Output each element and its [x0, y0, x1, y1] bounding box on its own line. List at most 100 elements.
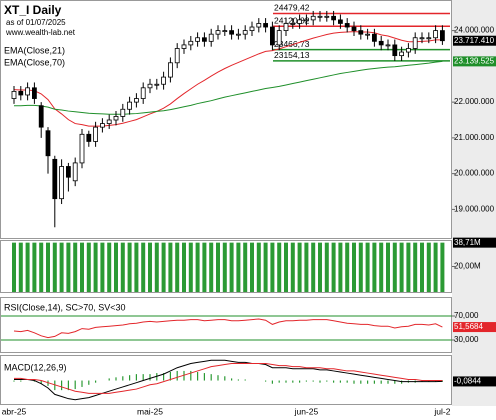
- macd-histogram-bar: [142, 374, 144, 381]
- volume-bar: [52, 242, 57, 292]
- candle-body: [242, 30, 248, 35]
- volume-bar: [100, 242, 105, 292]
- candle-body: [86, 133, 92, 142]
- macd-histogram-bar: [237, 379, 239, 381]
- candle-body: [331, 15, 337, 21]
- macd-histogram-bar: [203, 373, 205, 381]
- volume-bar: [39, 242, 44, 292]
- macd-histogram-bar: [95, 380, 97, 383]
- candle-body: [59, 166, 64, 200]
- macd-histogram-bar: [54, 380, 56, 391]
- candle-body: [38, 105, 44, 128]
- volume-bar: [426, 242, 431, 292]
- value-badge: [453, 237, 496, 248]
- macd-histogram-bar: [271, 380, 273, 384]
- y-tick-label: 20,00M: [454, 262, 481, 271]
- candle-body: [433, 30, 439, 39]
- x-tick-label: abr-25: [2, 406, 27, 416]
- macd-histogram-bar: [190, 370, 192, 381]
- candle-body: [113, 116, 119, 121]
- candle-body: [263, 23, 269, 28]
- macd-histogram-bar: [169, 372, 171, 381]
- value-badge-label: -0,0844: [454, 377, 482, 386]
- macd-histogram-bar: [74, 380, 76, 390]
- candle-body: [154, 83, 160, 86]
- macd-histogram-bar: [47, 380, 49, 386]
- level-label: 24479,42: [274, 3, 310, 13]
- y-tick-label: 20.000.000: [454, 169, 495, 178]
- source: www.wealth-lab.net: [5, 28, 76, 37]
- candle-body: [276, 30, 282, 46]
- candle-body: [45, 130, 51, 157]
- macd-histogram-bar: [156, 373, 158, 381]
- candle-body: [18, 90, 24, 96]
- candle-body: [133, 98, 139, 103]
- volume-bar: [420, 242, 424, 292]
- volume-bar: [386, 242, 390, 292]
- candle-body: [371, 33, 377, 42]
- volume-bar: [18, 242, 23, 292]
- candle-body: [426, 37, 432, 40]
- volume-bar: [365, 242, 370, 292]
- volume-bar: [318, 242, 322, 292]
- macd-histogram-bar: [428, 380, 430, 382]
- volume-bar: [32, 242, 37, 292]
- volume-bar: [134, 242, 139, 292]
- level-label: 23466,73: [274, 39, 310, 49]
- macd-histogram-bar: [367, 380, 369, 384]
- candle-body: [93, 126, 98, 142]
- macd-histogram-bar: [20, 380, 22, 382]
- candle-body: [412, 37, 418, 49]
- macd-histogram-bar: [13, 380, 15, 382]
- candle-body: [249, 26, 255, 32]
- candle-body: [303, 19, 309, 22]
- chart-subtitle: as of 01/07/2025: [6, 18, 66, 27]
- macd-histogram-bar: [380, 380, 382, 384]
- candle-body: [188, 40, 194, 46]
- volume-bar: [127, 242, 132, 292]
- candle-body: [419, 37, 425, 40]
- volume-bar: [141, 242, 146, 292]
- legend-entry: EMA(Close,21): [4, 45, 65, 55]
- candle-body: [297, 19, 303, 24]
- volume-bar: [175, 242, 180, 292]
- macd-histogram-bar: [333, 380, 335, 383]
- macd-histogram-bar: [108, 378, 110, 381]
- legend-entry: EMA(Close,70): [4, 57, 65, 67]
- volume-bar: [263, 242, 268, 292]
- macd-histogram-bar: [244, 379, 246, 381]
- macd-histogram-bar: [326, 380, 328, 382]
- candle-body: [269, 26, 275, 46]
- candle-body: [215, 30, 221, 35]
- value-badge-label: 38,71M: [454, 238, 481, 247]
- macd-histogram-bar: [312, 380, 314, 382]
- volume-bar: [25, 242, 30, 292]
- candle-body: [324, 15, 330, 18]
- axis-strip: [452, 0, 496, 406]
- volume-bar: [148, 242, 152, 292]
- macd-title: MACD(12,26,9): [4, 362, 67, 372]
- volume-bar: [222, 242, 227, 292]
- volume-bar: [66, 242, 71, 292]
- candle-body: [195, 37, 201, 42]
- volume-bar: [182, 242, 186, 292]
- volume-bar: [73, 242, 78, 292]
- volume-bar: [93, 242, 98, 292]
- volume-bar: [12, 242, 16, 292]
- volume-bar: [433, 242, 438, 292]
- volume-bar: [114, 242, 118, 292]
- candle-body: [399, 51, 405, 57]
- candle-body: [439, 30, 445, 42]
- volume-bar: [59, 242, 64, 292]
- macd-histogram-bar: [135, 374, 137, 381]
- macd-histogram-bar: [292, 380, 294, 383]
- macd-histogram-bar: [305, 380, 307, 382]
- rsi-title: RSI(Close,14), SC>70, SV<30: [4, 302, 126, 312]
- candle-body: [208, 33, 214, 42]
- macd-histogram-bar: [149, 374, 151, 381]
- macd-histogram-bar: [183, 370, 185, 381]
- level-label: 24120,82: [274, 16, 310, 26]
- volume-bar: [236, 242, 241, 292]
- volume-bar: [311, 242, 316, 292]
- macd-histogram-bar: [435, 380, 437, 382]
